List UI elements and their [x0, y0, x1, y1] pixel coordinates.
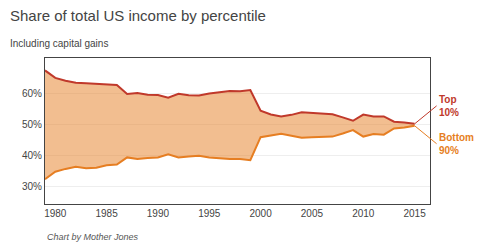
svg-text:Top10%: Top10% [439, 94, 459, 118]
svg-text:50%: 50% [22, 119, 42, 130]
svg-text:Including capital gains: Including capital gains [10, 38, 108, 49]
svg-text:30%: 30% [22, 181, 42, 192]
svg-text:2010: 2010 [352, 208, 375, 219]
svg-text:1990: 1990 [147, 208, 170, 219]
svg-text:40%: 40% [22, 150, 42, 161]
svg-text:Bottom90%: Bottom90% [439, 132, 474, 156]
svg-text:Chart by Mother Jones: Chart by Mother Jones [47, 232, 139, 242]
svg-text:2000: 2000 [249, 208, 272, 219]
svg-text:60%: 60% [22, 88, 42, 99]
svg-text:2005: 2005 [301, 208, 324, 219]
svg-text:Share of total US income by pe: Share of total US income by percentile [10, 7, 266, 24]
svg-text:1985: 1985 [95, 208, 118, 219]
svg-text:1995: 1995 [198, 208, 221, 219]
svg-text:1980: 1980 [44, 208, 67, 219]
svg-text:2015: 2015 [403, 208, 426, 219]
